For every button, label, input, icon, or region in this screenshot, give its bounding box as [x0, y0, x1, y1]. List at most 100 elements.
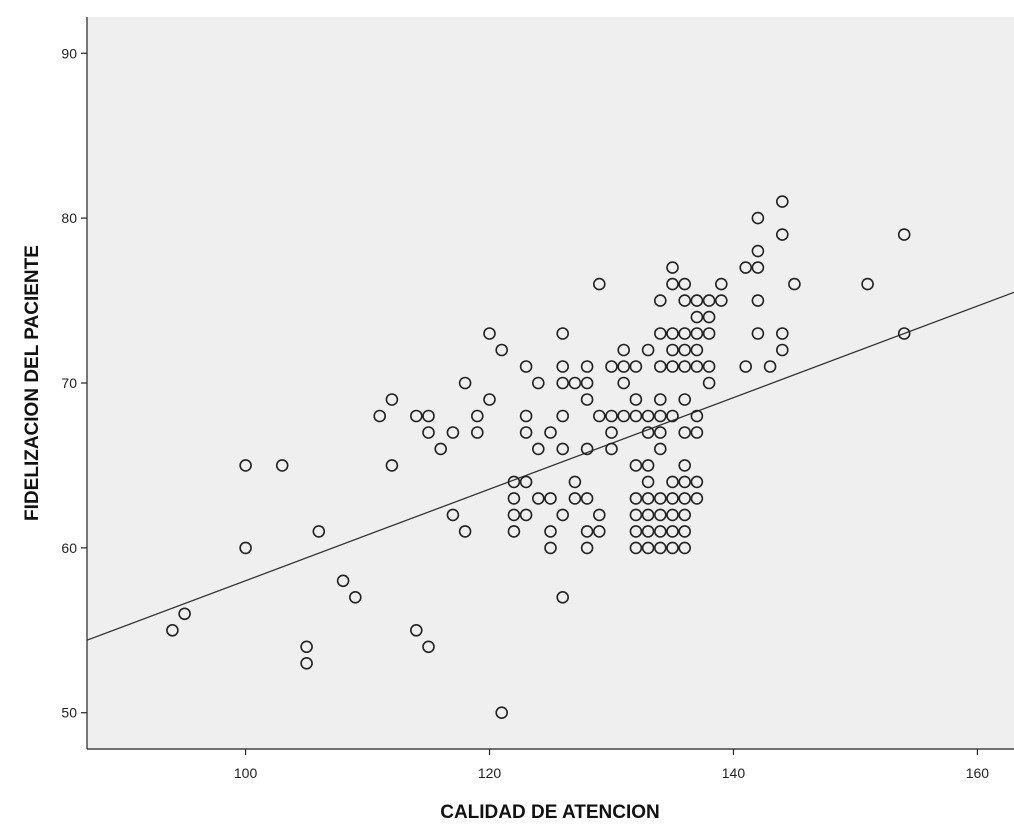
data-point	[641, 541, 655, 555]
data-point	[544, 492, 557, 505]
data-point	[629, 360, 643, 373]
data-point	[653, 525, 667, 538]
data-point	[690, 426, 704, 439]
y-ticks: 50 60 70 80 90	[61, 45, 87, 721]
x-axis-title: CALIDAD DE ATENCION	[440, 802, 660, 823]
data-point	[641, 525, 655, 538]
data-point	[373, 409, 387, 423]
data-point	[556, 360, 570, 373]
data-point	[641, 343, 655, 357]
data-point	[666, 343, 679, 357]
data-point	[507, 475, 521, 489]
data-point	[556, 327, 570, 340]
fit-line	[86, 291, 1014, 641]
y-tick-label: 80	[61, 210, 77, 226]
data-point	[336, 574, 350, 588]
data-point	[751, 211, 765, 225]
data-point	[690, 492, 704, 505]
data-point	[629, 459, 643, 472]
data-point	[739, 261, 753, 274]
data-point	[568, 376, 582, 390]
fit-line-layer	[86, 291, 1014, 641]
data-point	[775, 195, 789, 208]
data-point	[458, 525, 472, 538]
data-point	[409, 623, 423, 637]
data-point	[605, 360, 618, 373]
data-point	[629, 525, 643, 538]
data-point	[544, 525, 557, 538]
data-point	[422, 640, 435, 654]
data-point	[751, 294, 765, 307]
data-point	[458, 376, 472, 390]
data-point	[580, 525, 594, 538]
y-axis-title: FIDELIZACION DEL PACIENTE	[22, 245, 43, 521]
data-point	[544, 426, 557, 439]
data-point	[556, 376, 570, 390]
data-point	[592, 525, 606, 538]
data-point	[678, 459, 692, 472]
data-point	[678, 475, 692, 489]
data-point	[300, 640, 313, 654]
data-point	[507, 492, 521, 505]
data-point	[531, 376, 545, 390]
data-point	[714, 277, 728, 291]
data-point	[556, 590, 570, 604]
data-point	[678, 492, 692, 505]
data-point	[641, 409, 655, 423]
data-point	[690, 409, 704, 423]
data-point	[775, 228, 789, 241]
data-point	[617, 360, 631, 373]
data-point	[666, 360, 679, 373]
x-tick-label: 160	[966, 765, 990, 781]
data-point	[751, 261, 765, 274]
data-point	[678, 327, 692, 340]
data-point	[617, 343, 631, 357]
data-point	[678, 360, 692, 373]
data-point	[385, 459, 399, 472]
data-point	[678, 426, 692, 439]
data-point	[739, 360, 753, 373]
data-point	[580, 442, 594, 456]
data-point	[312, 525, 326, 538]
data-point	[702, 310, 716, 324]
data-point	[653, 360, 667, 373]
data-point	[385, 393, 399, 406]
data-point	[690, 327, 704, 340]
data-point	[666, 277, 679, 291]
y-tick-label: 90	[61, 45, 77, 61]
data-point	[580, 376, 594, 390]
data-point	[702, 294, 716, 307]
data-point	[580, 541, 594, 555]
data-point	[580, 360, 594, 373]
data-point	[605, 442, 618, 456]
data-point	[653, 294, 667, 307]
data-point	[275, 459, 289, 472]
data-point	[702, 360, 716, 373]
data-point	[678, 393, 692, 406]
data-point	[653, 409, 667, 423]
data-point	[897, 327, 911, 340]
data-point	[409, 409, 423, 423]
data-point	[580, 393, 594, 406]
data-point	[775, 343, 789, 357]
data-point	[470, 426, 484, 439]
data-point	[446, 426, 460, 439]
data-point	[592, 277, 606, 291]
data-point	[690, 310, 704, 324]
x-ticks: 100 120 140 160	[234, 749, 989, 781]
data-point	[641, 492, 655, 505]
data-point	[592, 508, 606, 522]
data-point	[678, 294, 692, 307]
data-point	[763, 360, 777, 373]
data-point	[166, 623, 179, 637]
data-point	[531, 492, 545, 505]
data-point	[690, 360, 704, 373]
y-tick-label: 50	[61, 705, 77, 721]
data-point	[690, 294, 704, 307]
data-point	[641, 508, 655, 522]
data-point	[592, 409, 606, 423]
data-point	[629, 541, 643, 555]
y-tick-label: 60	[61, 540, 77, 556]
data-point	[751, 327, 765, 340]
points-layer	[166, 195, 911, 720]
